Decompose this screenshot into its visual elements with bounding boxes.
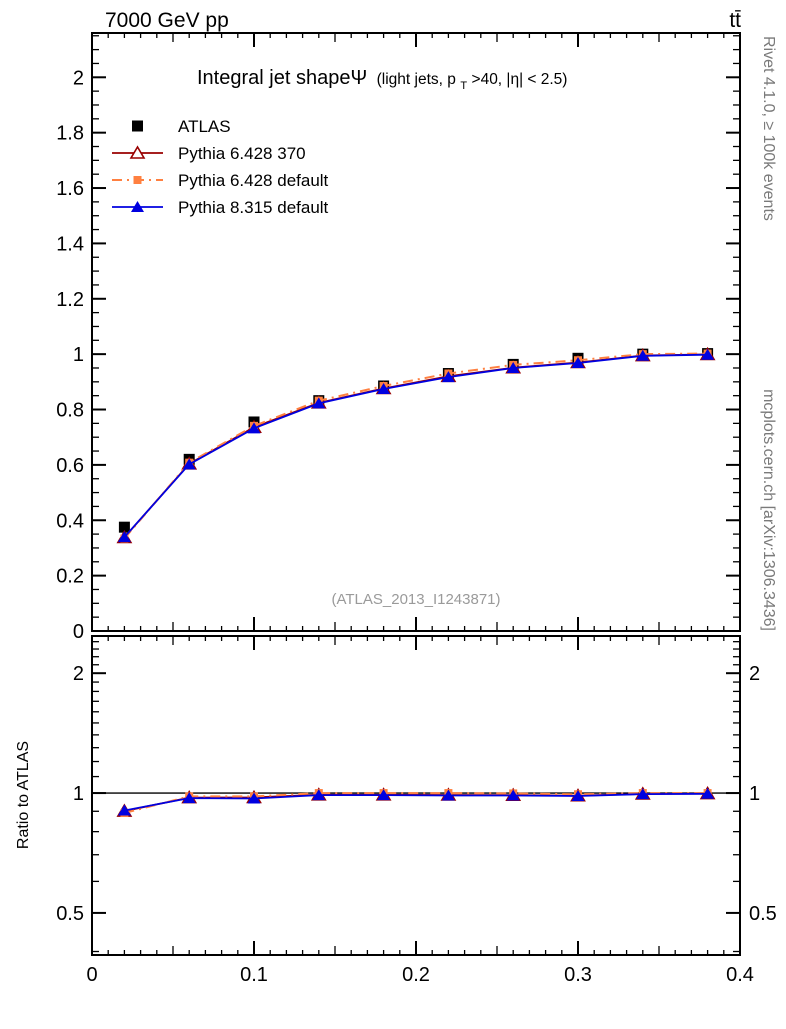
data-point-marker — [182, 792, 196, 804]
data-point-marker — [312, 397, 326, 409]
data-point-marker — [117, 804, 131, 816]
mcplots-arxiv-note: mcplots.cern.ch [arXiv:1306.3436] — [760, 389, 777, 631]
legend-label-pythia6-370: Pythia 6.428 370 — [178, 144, 306, 163]
x-tick-label: 0 — [86, 964, 97, 986]
x-tick-label: 0.1 — [240, 964, 268, 986]
ratio-y-tick-label: 2 — [749, 663, 760, 685]
x-tick-label: 0.3 — [564, 964, 592, 986]
data-point-marker — [571, 790, 585, 802]
main-y-tick-label: 1.8 — [56, 123, 84, 145]
data-point-marker — [441, 371, 455, 383]
data-point-marker — [441, 789, 455, 801]
main-y-tick-label: 0.4 — [56, 510, 84, 532]
series-line-pythia-6-428-default — [124, 792, 708, 814]
rivet-version-note: Rivet 4.1.0, ≥ 100k events — [760, 36, 777, 221]
data-point-marker — [636, 788, 650, 800]
plot-title: Integral jet shapeΨ (light jets, p T >40… — [197, 67, 567, 93]
plot-title-main: Integral jet shapeΨ — [197, 67, 367, 89]
data-point-marker — [131, 201, 144, 212]
data-point-marker — [312, 789, 326, 801]
series-line-pythia-6-428-default — [123, 352, 708, 540]
data-point-marker — [129, 145, 146, 159]
x-tick-label: 0.4 — [726, 964, 754, 986]
x-tick-label: 0.2 — [402, 964, 430, 986]
plot-title-cut-pre: (light jets, p — [377, 71, 456, 88]
main-y-tick-label: 0 — [73, 621, 84, 643]
series-line-pythia-8-315-default — [123, 353, 708, 538]
main-y-tick-label: 1.2 — [56, 289, 84, 311]
data-point-marker — [377, 789, 391, 801]
data-point-marker — [701, 787, 715, 799]
legend: ATLAS Pythia 6.428 370 Pythia 6.428 defa… — [112, 117, 329, 217]
data-point-marker — [118, 521, 130, 533]
main-series-layer — [116, 346, 716, 544]
data-point-marker — [132, 120, 143, 132]
main-y-tick-label: 1.4 — [56, 233, 84, 255]
series-line-pythia-6-428-370 — [123, 353, 708, 538]
plot-title-cut-sub: T — [460, 80, 467, 92]
ratio-y-tick-label: 1 — [73, 783, 84, 805]
data-point-marker — [117, 531, 131, 543]
main-y-tick-label: 0.8 — [56, 400, 84, 422]
legend-label-pythia8-default: Pythia 8.315 default — [178, 198, 329, 217]
data-point-marker — [636, 349, 650, 361]
series-line-pythia-8-315-default — [124, 792, 708, 812]
beam-energy-label: 7000 GeV pp — [105, 9, 229, 32]
data-point-marker — [247, 792, 261, 804]
axes-layer: 0 0.2 0.4 0.6 0.8 1 1.2 1.4 1.6 1.8 2 0.5 0.5 1 1 2 2 0 0.… — [56, 32, 777, 986]
data-point-marker — [182, 458, 196, 470]
ratio-y-tick-label: 2 — [73, 663, 84, 685]
ratio-series-layer — [92, 786, 740, 818]
data-point-marker — [377, 383, 391, 395]
main-y-tick-label: 1.6 — [56, 178, 84, 200]
analysis-id-watermark: (ATLAS_2013_I1243871) — [331, 591, 500, 608]
main-y-tick-label: 0.2 — [56, 566, 84, 588]
main-y-tick-label: 1 — [73, 344, 84, 366]
ratio-axis-label: Ratio to ATLAS — [15, 741, 32, 849]
data-point-marker — [247, 422, 261, 434]
legend-label-pythia6-default: Pythia 6.428 default — [178, 171, 329, 190]
data-point-marker — [701, 348, 715, 360]
ratio-y-tick-label: 0.5 — [56, 903, 84, 925]
data-point-marker — [506, 789, 520, 801]
data-point-marker — [133, 176, 142, 184]
plot-title-cut-post: >40, |η| < 2.5) — [472, 71, 568, 88]
data-point-marker — [571, 357, 585, 369]
main-y-tick-label: 0.6 — [56, 455, 84, 477]
legend-marker-column — [112, 120, 163, 212]
data-point-marker — [506, 361, 520, 373]
main-y-tick-label: 2 — [73, 67, 84, 89]
legend-label-atlas: ATLAS — [178, 117, 231, 136]
process-label: tt̄ — [729, 9, 741, 32]
ratio-y-tick-label: 0.5 — [749, 903, 777, 925]
ratio-y-tick-label: 1 — [749, 783, 760, 805]
